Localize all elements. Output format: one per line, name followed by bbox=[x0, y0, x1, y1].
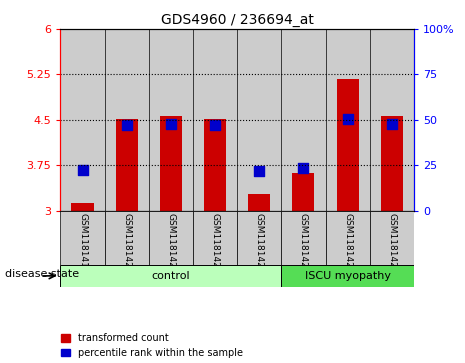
Bar bbox=[204, 119, 226, 211]
Text: disease state: disease state bbox=[5, 269, 79, 279]
Point bbox=[211, 122, 219, 128]
Bar bbox=[237, 29, 281, 211]
Text: GSM1181426: GSM1181426 bbox=[387, 213, 396, 274]
Bar bbox=[193, 29, 237, 211]
Text: GSM1181424: GSM1181424 bbox=[299, 213, 308, 274]
Text: GSM1181421: GSM1181421 bbox=[166, 213, 175, 274]
Text: control: control bbox=[152, 271, 190, 281]
Text: GSM1181422: GSM1181422 bbox=[211, 213, 219, 274]
Text: GSM1181425: GSM1181425 bbox=[343, 213, 352, 274]
Text: GSM1181423: GSM1181423 bbox=[255, 213, 264, 274]
Bar bbox=[326, 211, 370, 265]
Bar bbox=[60, 211, 105, 265]
Point bbox=[256, 168, 263, 174]
Text: GSM1181419: GSM1181419 bbox=[78, 213, 87, 274]
Text: ISCU myopathy: ISCU myopathy bbox=[305, 271, 391, 281]
Bar bbox=[72, 203, 93, 211]
Bar bbox=[160, 115, 182, 211]
Bar bbox=[337, 79, 359, 211]
Bar bbox=[149, 29, 193, 211]
Point bbox=[388, 121, 395, 127]
Title: GDS4960 / 236694_at: GDS4960 / 236694_at bbox=[161, 13, 313, 26]
Bar bbox=[116, 119, 138, 211]
Bar bbox=[237, 211, 281, 265]
Point bbox=[167, 121, 175, 127]
Bar bbox=[149, 211, 193, 265]
Bar bbox=[193, 211, 237, 265]
Bar bbox=[292, 173, 314, 211]
Bar bbox=[370, 29, 414, 211]
Bar bbox=[105, 29, 149, 211]
Text: GSM1181420: GSM1181420 bbox=[122, 213, 131, 274]
Bar bbox=[381, 115, 403, 211]
Bar bbox=[281, 29, 326, 211]
Bar bbox=[60, 265, 281, 287]
Point bbox=[123, 122, 130, 127]
Bar bbox=[105, 211, 149, 265]
Bar bbox=[281, 211, 326, 265]
Bar bbox=[60, 29, 105, 211]
Legend: transformed count, percentile rank within the sample: transformed count, percentile rank withi… bbox=[60, 333, 243, 358]
Bar bbox=[326, 29, 370, 211]
Point bbox=[300, 165, 307, 171]
Point bbox=[344, 116, 352, 122]
Bar bbox=[248, 194, 270, 211]
Bar bbox=[370, 211, 414, 265]
Point bbox=[79, 167, 86, 173]
Bar bbox=[281, 265, 414, 287]
